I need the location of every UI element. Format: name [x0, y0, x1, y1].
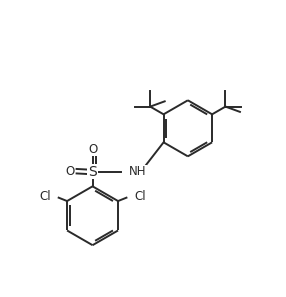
Text: O: O [65, 165, 75, 178]
Text: O: O [88, 143, 97, 156]
Text: S: S [88, 165, 97, 179]
Text: Cl: Cl [134, 190, 146, 203]
Text: Cl: Cl [39, 190, 51, 203]
Text: NH: NH [129, 165, 146, 178]
